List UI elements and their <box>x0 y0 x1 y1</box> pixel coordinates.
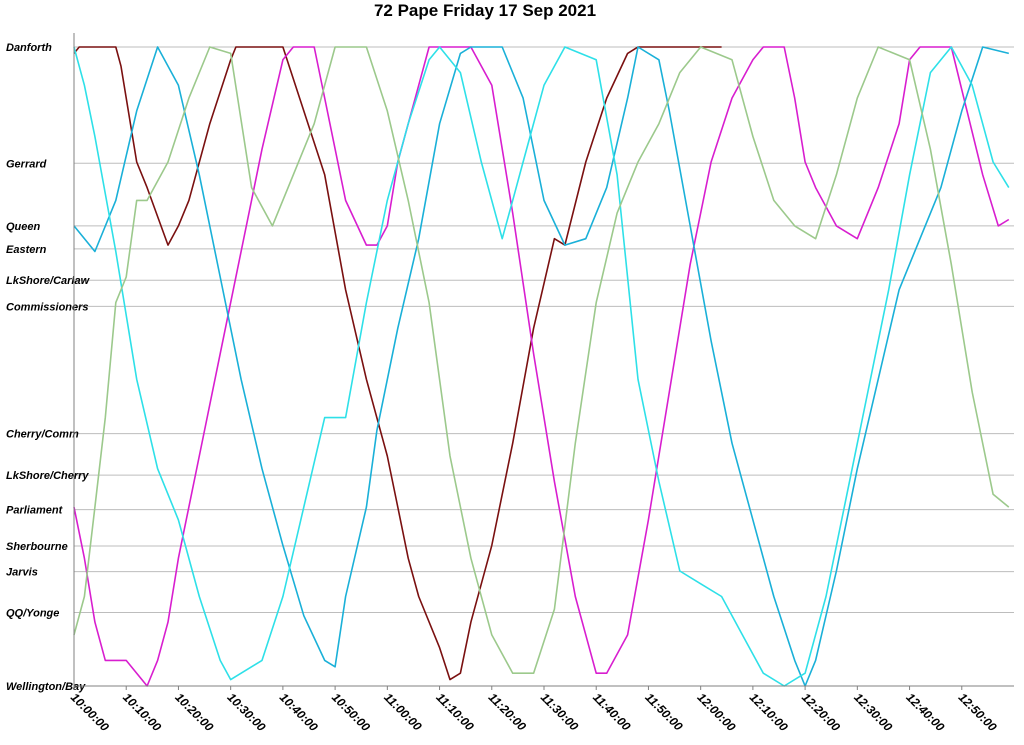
stop-label: Eastern <box>6 244 47 256</box>
stop-label: Sherbourne <box>6 541 68 553</box>
x-tick-label: 10:30:00 <box>225 690 269 734</box>
stop-label: QQ/Yonge <box>6 608 59 620</box>
x-tick-label: 10:10:00 <box>120 690 164 734</box>
trip-line-dark-red <box>73 46 722 681</box>
trip-line-light-cyan <box>73 46 1010 687</box>
x-tick-label: 12:40:00 <box>903 690 947 734</box>
x-tick-label: 12:20:00 <box>799 690 843 734</box>
trip-line-sky-blue <box>73 46 1009 687</box>
x-tick-label: 11:40:00 <box>590 690 633 733</box>
stop-labels: Danforth Gerrard Queen Eastern LkShore/Carla… <box>6 42 91 693</box>
stop-label: Parliament <box>6 505 64 517</box>
stop-label: Danforth <box>6 42 52 54</box>
stop-label: Gerrard <box>6 158 47 170</box>
x-tick-label: 11:20:00 <box>486 690 529 733</box>
stop-label: Queen <box>6 221 41 233</box>
x-tick-label: 10:50:00 <box>329 690 373 734</box>
x-tick-label: 11:30:00 <box>538 690 581 733</box>
stop-label: LkShore/Cherry <box>6 470 89 482</box>
stop-label: Wellington/Bay <box>6 681 86 693</box>
x-tick-label: 10:20:00 <box>172 690 216 734</box>
stop-label: Commissioners <box>6 301 89 313</box>
x-tick-label: 11:50:00 <box>642 690 685 733</box>
x-tick-label: 11:10:00 <box>433 690 476 733</box>
stop-label: Cherry/Comm <box>6 429 79 441</box>
time-tick-labels: 10:00:00 10:10:00 10:20:00 10:30:00 10:40:00… <box>68 686 1000 734</box>
x-tick-label: 12:10:00 <box>747 690 791 734</box>
x-tick-label: 11:00:00 <box>381 690 424 733</box>
x-tick-label: 10:40:00 <box>277 690 321 734</box>
trip-series <box>73 46 1010 687</box>
x-tick-label: 12:00:00 <box>695 690 739 734</box>
stop-label: LkShore/Carlaw <box>6 275 91 287</box>
x-tick-label: 12:50:00 <box>956 690 1000 734</box>
stop-label: Jarvis <box>6 567 38 579</box>
x-tick-label: 10:00:00 <box>68 690 112 734</box>
trip-line-sage-green <box>73 46 1010 675</box>
x-tick-label: 12:30:00 <box>851 690 895 734</box>
chart-title: 72 Pape Friday 17 Sep 2021 <box>374 1 596 20</box>
trip-line-magenta <box>73 46 1010 687</box>
